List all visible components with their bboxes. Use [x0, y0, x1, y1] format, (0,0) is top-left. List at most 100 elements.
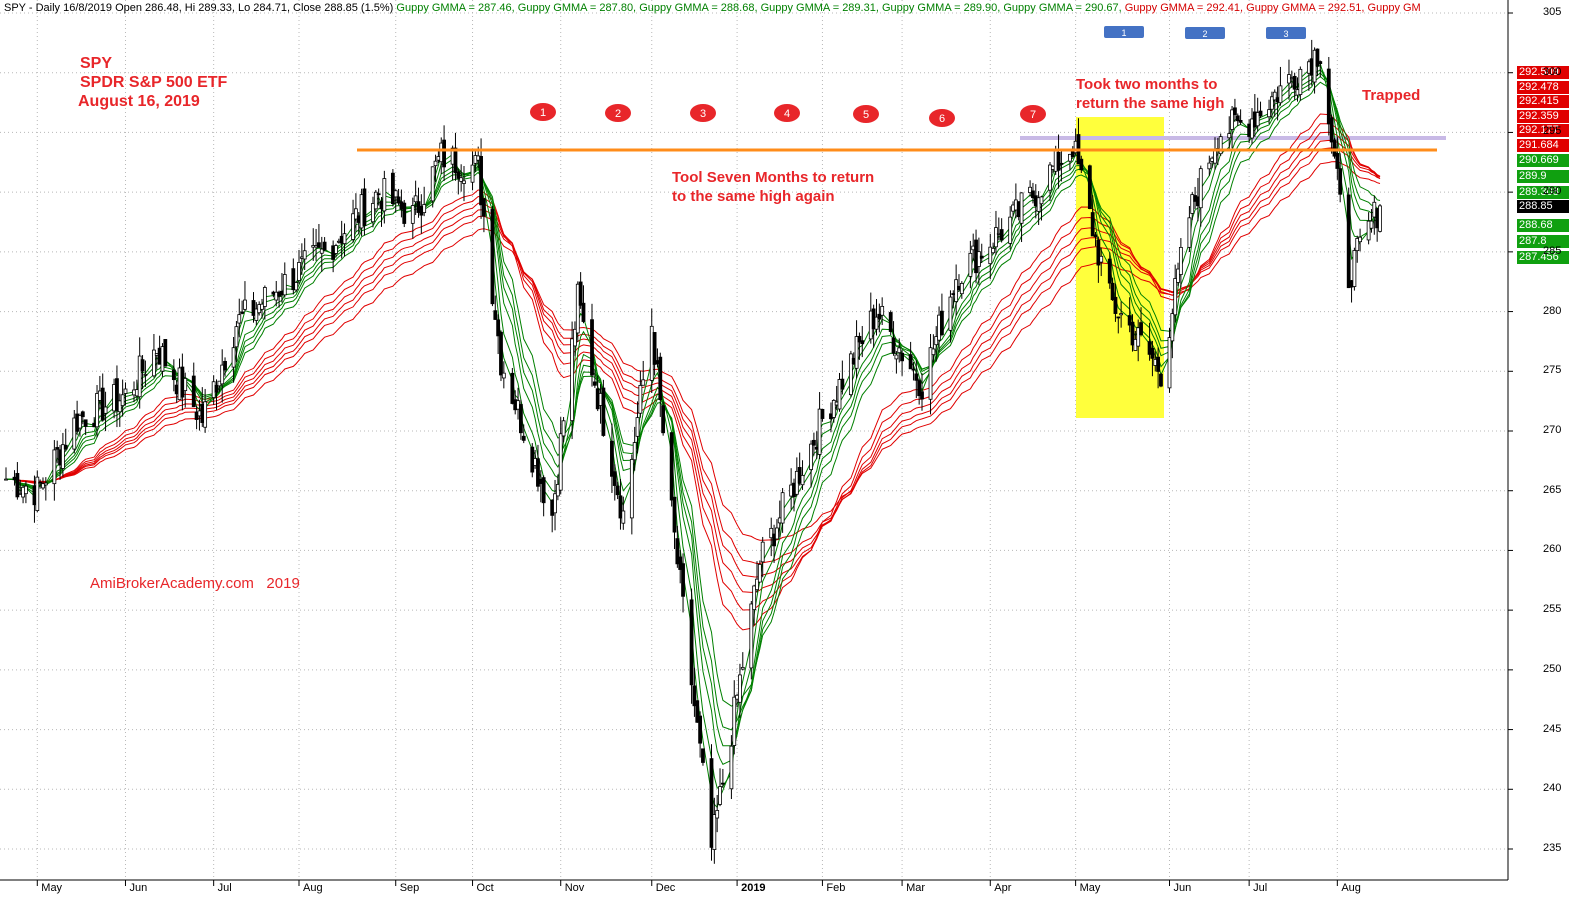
candle-body	[1270, 96, 1274, 110]
candle-body	[496, 319, 501, 337]
candle-body	[712, 814, 717, 850]
marker-blue	[1185, 27, 1225, 39]
x-tick-label: Oct	[476, 882, 494, 894]
candle-body	[462, 180, 466, 184]
candle-body	[729, 745, 734, 790]
x-tick-label: Jul	[217, 882, 232, 894]
candle-body	[220, 364, 225, 385]
gmma-short-line	[5, 75, 1381, 731]
candle-body	[120, 394, 125, 407]
marker-red	[774, 104, 800, 122]
candle-body	[1190, 194, 1195, 214]
price-tag-red: 292.415	[1517, 95, 1569, 108]
y-tick-label: 260	[1543, 543, 1562, 556]
candle-body	[678, 556, 683, 570]
gmma-short-line	[5, 69, 1381, 765]
candle-body	[891, 337, 896, 354]
price-tag-red: 292.359	[1517, 109, 1569, 123]
candle-body	[191, 375, 196, 408]
annotation-two-months-2: return the same high	[1076, 95, 1225, 112]
candle-body	[672, 496, 677, 533]
candle-body	[140, 359, 145, 372]
candle-body	[612, 471, 617, 486]
candle-body	[880, 306, 885, 316]
candle-body	[453, 147, 458, 174]
marker-red	[853, 105, 879, 123]
candle-body	[80, 411, 85, 418]
y-tick-label: 275	[1543, 364, 1562, 377]
candle-body	[976, 251, 981, 267]
candle-body	[1170, 313, 1175, 342]
marker-red-label: 3	[700, 108, 706, 120]
candle-body	[601, 387, 606, 436]
candle-body	[541, 477, 546, 504]
price-tag-red: 292.509	[1517, 66, 1569, 79]
candle-body	[911, 368, 916, 371]
price-tag-red: 292.478	[1517, 80, 1569, 94]
candle-body	[1238, 120, 1243, 123]
candle-body	[1150, 347, 1155, 359]
candle-body	[41, 483, 45, 489]
candle-body	[1318, 61, 1323, 64]
candle-body	[371, 203, 375, 223]
marker-blue-label: 2	[1202, 29, 1207, 39]
candle-body	[954, 279, 959, 302]
candle-body	[354, 208, 358, 220]
candle-body	[632, 442, 637, 461]
candle-body	[237, 314, 242, 324]
candle-body	[291, 268, 296, 291]
x-tick-label: Nov	[564, 882, 585, 894]
marker-red-label: 4	[784, 108, 790, 120]
candle-body	[1218, 136, 1223, 155]
candle-body	[897, 347, 902, 354]
candle-body	[282, 274, 287, 296]
candle-body	[470, 164, 475, 183]
price-tag-green: 287.8	[1517, 235, 1569, 248]
candle-body	[1119, 313, 1124, 316]
candle-body	[1099, 255, 1104, 263]
candle-body	[888, 312, 893, 332]
candle-body	[1198, 168, 1203, 209]
candle-body	[442, 139, 446, 168]
candle-body	[1332, 139, 1337, 157]
y-tick-label: 270	[1543, 424, 1562, 436]
candle-body	[1031, 190, 1035, 199]
candle-body	[143, 373, 148, 376]
x-tick-label: Aug	[303, 882, 323, 894]
candle-body	[4, 478, 8, 481]
price-tag-close: 288.85	[1517, 200, 1569, 213]
candle-body	[1096, 239, 1101, 266]
candle-body	[689, 599, 694, 686]
candle-body	[1107, 258, 1112, 284]
candle-body	[1127, 315, 1132, 326]
candle-body	[718, 786, 722, 805]
annotation-trapped: Trapped	[1362, 87, 1421, 104]
candle-body	[1087, 165, 1092, 209]
candle-body	[297, 262, 301, 281]
candle-body	[720, 782, 725, 785]
candle-body	[573, 328, 577, 347]
candle-body	[812, 439, 816, 446]
candle-body	[578, 281, 583, 306]
candle-body	[319, 248, 324, 254]
candle-body	[740, 667, 745, 670]
candle-body	[396, 196, 401, 204]
candle-body	[1369, 220, 1374, 229]
x-tick-label: Jun	[129, 882, 148, 894]
candle-body	[294, 282, 299, 291]
candle-body	[780, 492, 785, 524]
candle-body	[1079, 158, 1084, 171]
candle-body	[302, 250, 307, 260]
ticker-block: SPY SPDR S&P 500 ETF August 16, 2019	[78, 54, 227, 111]
candle-body	[231, 347, 236, 368]
candle-body	[629, 459, 634, 519]
price-tag-green: 289.9	[1517, 170, 1569, 184]
candle-body	[1338, 168, 1343, 195]
candle-body	[561, 420, 566, 437]
candle-body	[137, 355, 142, 398]
candle-body	[701, 748, 705, 763]
candle-body	[999, 229, 1004, 241]
candle-body	[592, 381, 597, 386]
x-tick-label: Aug	[1341, 882, 1361, 894]
